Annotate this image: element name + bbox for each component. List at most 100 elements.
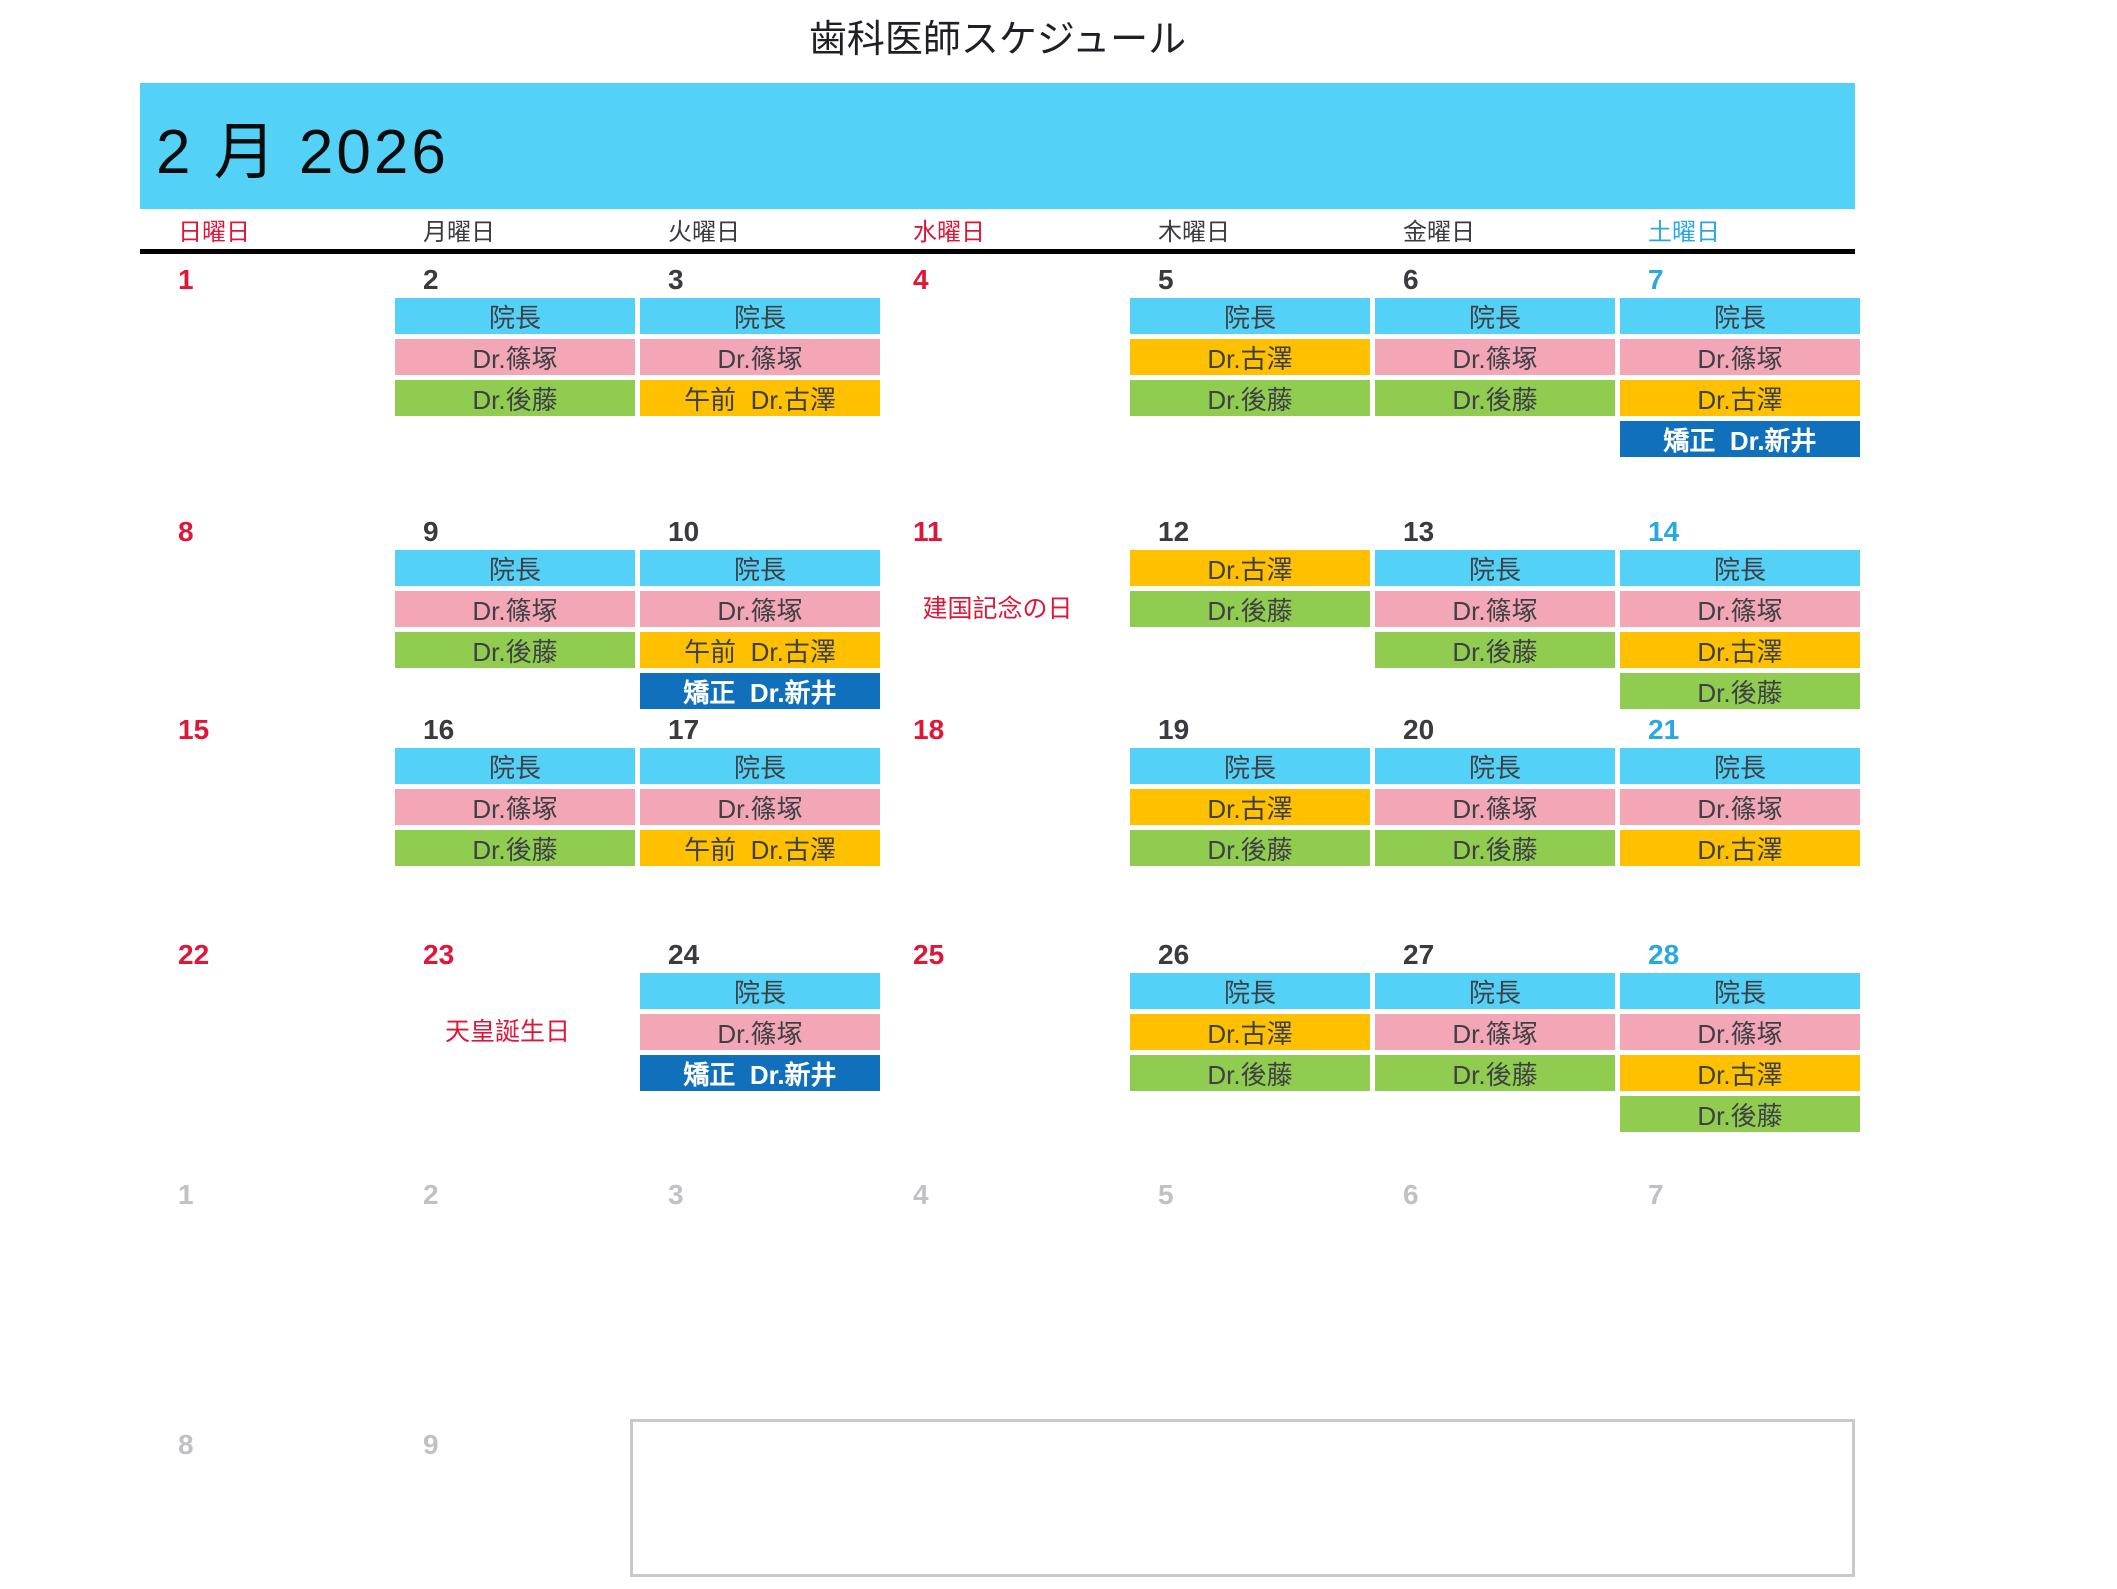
notes-box: [630, 1419, 1855, 1577]
day-cell-7: 7: [1610, 1169, 1855, 1419]
schedule-bar-pink: Dr.篠塚: [395, 591, 635, 627]
day-cell-8: 8: [140, 506, 385, 704]
weekday-header-3: 水曜日: [913, 218, 985, 246]
day-number: 19: [1158, 714, 1190, 745]
schedule-bar-green: Dr.後藤: [1620, 1096, 1860, 1132]
day-cell-12: 12 Dr.古澤 Dr.後藤: [1120, 506, 1370, 704]
day-number: 14: [1648, 516, 1680, 547]
day-number: 1: [178, 1179, 194, 1210]
weekday-header-1: 月曜日: [423, 218, 495, 246]
schedule-bar-cyan: 院長: [1620, 298, 1860, 334]
schedule-bar-cyan: 院長: [395, 550, 635, 586]
day-cell-17: 17 院長 Dr.篠塚 午前 Dr.古澤: [630, 704, 880, 929]
day-cell-9: 9: [385, 1419, 630, 1589]
day-cell-13: 13 院長 Dr.篠塚 Dr.後藤: [1365, 506, 1615, 704]
schedule-bar-cyan: 院長: [640, 748, 880, 784]
day-number: 23: [423, 939, 455, 970]
day-number: 10: [668, 516, 700, 547]
day-cell-2: 2 院長 Dr.篠塚 Dr.後藤: [385, 254, 635, 506]
holiday-label: 建国記念の日: [922, 595, 1073, 623]
week-row-3: 15 16 院長 Dr.篠塚 Dr.後藤 17 院長 Dr.篠塚 午前 Dr.古澤 18 19 院長 D…: [140, 704, 1860, 929]
schedule-bar-green: Dr.後藤: [1375, 380, 1615, 416]
schedule-bar-pink: Dr.篠塚: [1620, 1014, 1860, 1050]
schedule-bar-cyan: 院長: [1620, 973, 1860, 1009]
schedule-bar-cyan: 院長: [640, 298, 880, 334]
day-cell-14: 14 院長 Dr.篠塚 Dr.古澤 Dr.後藤: [1610, 506, 1860, 709]
day-number: 15: [178, 714, 210, 745]
day-cell-15: 15: [140, 704, 385, 929]
day-number: 7: [1648, 264, 1664, 295]
schedule-bar-pink: Dr.篠塚: [640, 1014, 880, 1050]
schedule-bar-green: Dr.後藤: [1375, 1055, 1615, 1091]
schedule-bar-green: Dr.後藤: [395, 632, 635, 668]
day-number: 9: [423, 1429, 439, 1460]
day-cell-27: 27 院長 Dr.篠塚 Dr.後藤: [1365, 929, 1615, 1169]
schedule-bar-green: Dr.後藤: [1130, 591, 1370, 627]
day-cell-8: 8: [140, 1419, 385, 1589]
day-number: 16: [423, 714, 455, 745]
week-row-1: 1 2 院長 Dr.篠塚 Dr.後藤 3 院長 Dr.篠塚 午前 Dr.古澤 4 5 院長 Dr.古澤 D…: [140, 254, 1860, 506]
schedule-bar-pink: Dr.篠塚: [395, 789, 635, 825]
day-number: 3: [668, 1179, 684, 1210]
schedule-bar-green: Dr.後藤: [1620, 673, 1860, 709]
weekday-header-6: 土曜日: [1648, 218, 1720, 246]
schedule-bar-pink: Dr.篠塚: [640, 339, 880, 375]
schedule-bar-orange: 午前 Dr.古澤: [640, 830, 880, 866]
day-cell-1: 1: [140, 254, 385, 506]
schedule-bar-navy: 矯正 Dr.新井: [640, 673, 880, 709]
weekday-header-2: 火曜日: [668, 218, 740, 246]
calendar-sheet: 2 月 2026 日曜日 月曜日 火曜日 水曜日 木曜日 金曜日 土曜日 1 2 院長 Dr.篠塚…: [140, 83, 1860, 1589]
schedule-bar-orange: Dr.古澤: [1130, 339, 1370, 375]
schedule-bar-navy: 矯正 Dr.新井: [640, 1055, 880, 1091]
week-row-5: 1 2 3 4 5 6 7: [140, 1169, 1855, 1419]
schedule-bar-orange: Dr.古澤: [1620, 1055, 1860, 1091]
schedule-bar-pink: Dr.篠塚: [640, 591, 880, 627]
schedule-bar-cyan: 院長: [1620, 550, 1860, 586]
day-number: 25: [913, 939, 945, 970]
day-cell-6: 6: [1365, 1169, 1610, 1419]
day-number: 20: [1403, 714, 1435, 745]
schedule-bar-orange: Dr.古澤: [1130, 1014, 1370, 1050]
day-number: 26: [1158, 939, 1190, 970]
day-cell-25: 25: [875, 929, 1120, 1169]
schedule-bar-orange: Dr.古澤: [1620, 380, 1860, 416]
day-cell-10: 10 院長 Dr.篠塚 午前 Dr.古澤 矯正 Dr.新井: [630, 506, 880, 709]
schedule-bar-cyan: 院長: [395, 748, 635, 784]
day-cell-20: 20 院長 Dr.篠塚 Dr.後藤: [1365, 704, 1615, 929]
schedule-bar-cyan: 院長: [395, 298, 635, 334]
schedule-bar-cyan: 院長: [1130, 748, 1370, 784]
day-cell-3: 3: [630, 1169, 875, 1419]
week-row-4: 22 23 天皇誕生日 24 院長 Dr.篠塚 矯正 Dr.新井 25 26 院長 Dr.古澤 Dr.…: [140, 929, 1860, 1169]
schedule-bar-pink: Dr.篠塚: [1620, 339, 1860, 375]
week-row-2: 8 9 院長 Dr.篠塚 Dr.後藤 10 院長 Dr.篠塚 午前 Dr.古澤 矯正 Dr.新井 1…: [140, 506, 1860, 709]
day-cell-16: 16 院長 Dr.篠塚 Dr.後藤: [385, 704, 635, 929]
schedule-bar-orange: Dr.古澤: [1130, 550, 1370, 586]
month-header-band: 2 月 2026: [140, 83, 1855, 209]
day-number: 27: [1403, 939, 1435, 970]
schedule-bar-cyan: 院長: [1375, 550, 1615, 586]
calendar-grid: 1 2 院長 Dr.篠塚 Dr.後藤 3 院長 Dr.篠塚 午前 Dr.古澤 4 5 院長 Dr.古澤 D…: [140, 254, 1860, 1589]
day-number: 4: [913, 264, 929, 295]
day-cell-21: 21 院長 Dr.篠塚 Dr.古澤: [1610, 704, 1860, 929]
day-cell-23: 23 天皇誕生日: [385, 929, 630, 1169]
schedule-bar-pink: Dr.篠塚: [1620, 591, 1860, 627]
day-number: 28: [1648, 939, 1680, 970]
day-number: 1: [178, 264, 194, 295]
schedule-bar-cyan: 院長: [1130, 973, 1370, 1009]
day-number: 8: [178, 516, 194, 547]
schedule-bar-pink: Dr.篠塚: [395, 339, 635, 375]
day-number: 11: [913, 516, 943, 547]
day-number: 8: [178, 1429, 194, 1460]
weekday-header-row: 日曜日 月曜日 火曜日 水曜日 木曜日 金曜日 土曜日: [140, 209, 1855, 254]
day-number: 5: [1158, 264, 1174, 295]
schedule-bar-pink: Dr.篠塚: [1620, 789, 1860, 825]
schedule-bar-cyan: 院長: [1620, 748, 1860, 784]
day-cell-6: 6 院長 Dr.篠塚 Dr.後藤: [1365, 254, 1615, 506]
schedule-bar-navy: 矯正 Dr.新井: [1620, 421, 1860, 457]
day-cell-2: 2: [385, 1169, 630, 1419]
day-number: 5: [1158, 1179, 1174, 1210]
day-cell-11: 11 建国記念の日: [875, 506, 1120, 704]
day-cell-19: 19 院長 Dr.古澤 Dr.後藤: [1120, 704, 1370, 929]
day-cell-5: 5: [1120, 1169, 1365, 1419]
